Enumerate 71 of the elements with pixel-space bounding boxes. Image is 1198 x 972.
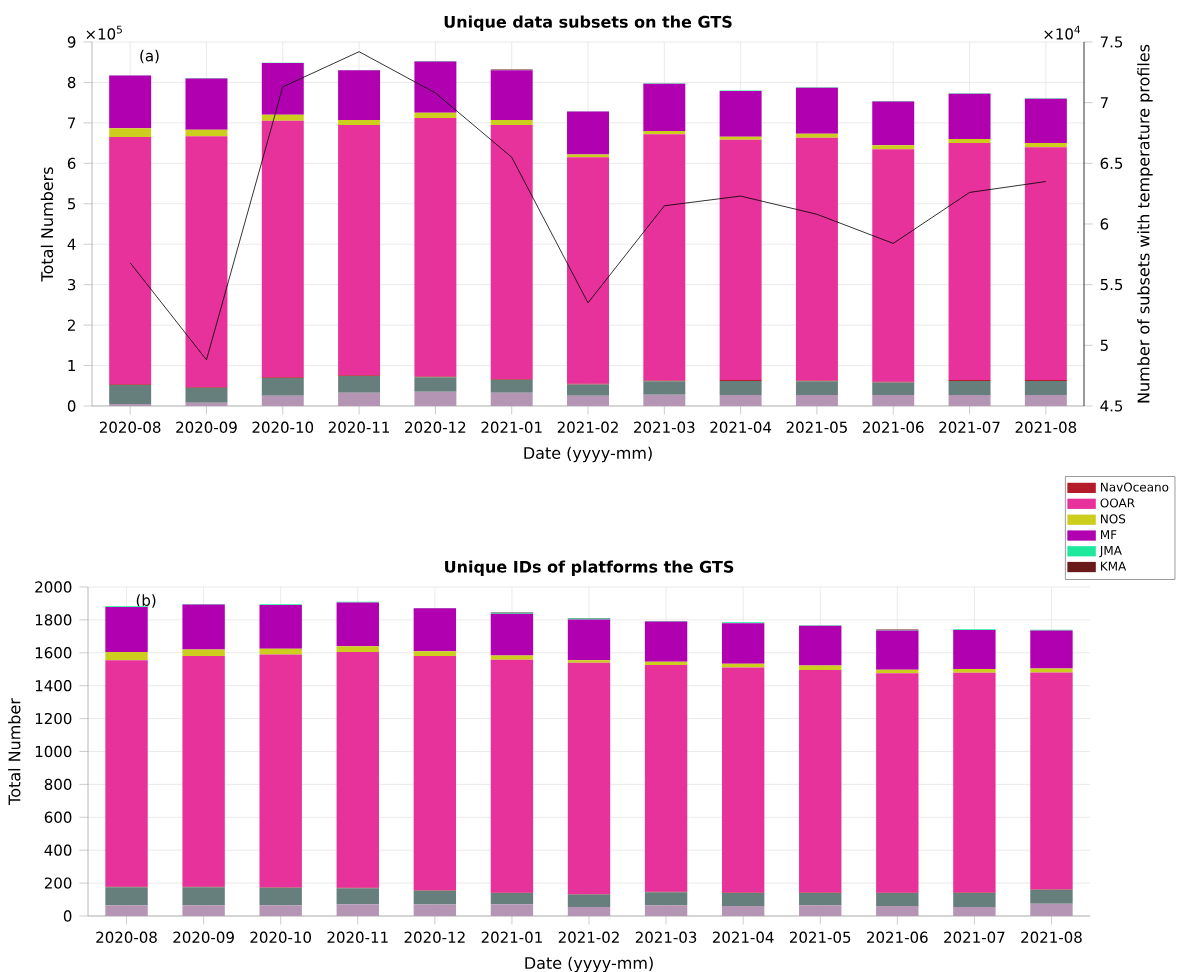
y2-axis-title: Number of subsets with temperature profiles: [1137, 44, 1153, 403]
y2-tick-label: 6: [1100, 218, 1109, 230]
y-tick-label: 3: [67, 278, 76, 291]
x-tick-label: 2020-11: [328, 421, 390, 433]
x-tick-label: 2021-06: [867, 931, 928, 943]
x-tick-label: 2020-11: [327, 931, 388, 943]
legend-label: NavOceano: [1101, 482, 1169, 492]
x-tick-label: 2020-08: [96, 931, 157, 943]
x-tick-label: 2021-04: [710, 421, 772, 433]
y-tick-label: 400: [44, 844, 72, 856]
y-tick-label: 9: [67, 36, 76, 48]
x-tick-label: 2020-10: [250, 931, 312, 943]
x-tick-label: 2021-03: [635, 931, 697, 943]
x-tick-label: 2020-12: [405, 421, 466, 433]
x-tick-label: 2021-02: [557, 421, 618, 433]
y2-tick-label: 7.5: [1100, 36, 1123, 48]
text: ×10$^{4}$: [1044, 25, 1081, 40]
chart-title: Unique IDs of platforms the GTS: [445, 560, 734, 576]
x-tick-label: 2020-09: [176, 421, 237, 433]
x-tick-label: 2021-04: [712, 931, 774, 943]
x-tick-label: 2021-05: [786, 421, 847, 433]
x-tick-label: 2021-03: [634, 421, 695, 433]
y-tick-label: 4: [67, 238, 76, 250]
y-tick-label: 7: [68, 117, 76, 129]
x-tick-label: 2020-10: [252, 421, 314, 433]
x-tick-label: 2021-05: [790, 931, 851, 943]
x-axis-title: Date (yyyy-mm): [524, 446, 652, 463]
text: ×10$^{5}$: [86, 25, 122, 40]
chart-title: Unique data subsets on the GTS: [444, 15, 732, 31]
y-tick-label: 800: [44, 778, 72, 791]
legend-label: OOAR: [1100, 498, 1135, 508]
y-tick-label: 0: [67, 400, 76, 412]
y2-tick-label: 5: [1100, 339, 1108, 351]
x-tick-label: 2021-08: [1015, 421, 1077, 433]
y-tick-label: 600: [44, 811, 72, 823]
y-tick-label: 1400: [35, 680, 72, 692]
y-tick-label: 1: [68, 360, 76, 372]
y2-tick-label: 5.5: [1100, 279, 1123, 291]
y2-tick-label: 4.5: [1100, 400, 1123, 412]
x-tick-label: 2021-06: [863, 421, 924, 433]
y-tick-label: 1800: [35, 614, 72, 626]
y-tick-label: 1600: [35, 647, 72, 659]
y-tick-label: 8: [67, 76, 76, 89]
y-tick-label: 0: [63, 910, 72, 922]
x-tick-label: 2021-08: [1021, 931, 1082, 943]
x-tick-label: 2020-12: [404, 931, 465, 943]
x-axis-title: Date (yyyy-mm): [525, 956, 653, 972]
annotation: (b): [136, 594, 156, 608]
legend-label: NOS: [1101, 514, 1126, 524]
legend-label: JMA: [1099, 545, 1122, 558]
y-tick-label: 6: [67, 157, 76, 170]
y-tick-label: 1200: [35, 712, 72, 725]
legend-label: KMA: [1101, 561, 1127, 571]
y-tick-label: 5: [68, 198, 76, 210]
x-tick-label: 2021-07: [944, 931, 1005, 943]
x-tick-label: 2021-07: [939, 421, 1000, 433]
annotation: (a): [140, 49, 159, 64]
x-tick-label: 2021-01: [481, 421, 542, 433]
y-tick-label: 2: [67, 319, 75, 331]
x-tick-label: 2021-02: [558, 931, 619, 943]
y-axis-title: Total Number: [8, 698, 21, 805]
x-tick-label: 2020-09: [173, 931, 234, 943]
y2-tick-label: 7: [1100, 97, 1108, 109]
y-tick-label: 200: [44, 877, 72, 889]
y2-tick-label: 6.5: [1100, 157, 1123, 169]
y-tick-label: 2000: [35, 581, 72, 593]
x-tick-label: 2020-08: [99, 421, 161, 433]
y-tick-label: 1000: [35, 745, 72, 758]
legend-label: MF: [1101, 530, 1117, 539]
y-axis-title: Total Numbers: [40, 167, 54, 282]
x-tick-label: 2021-01: [481, 931, 542, 943]
